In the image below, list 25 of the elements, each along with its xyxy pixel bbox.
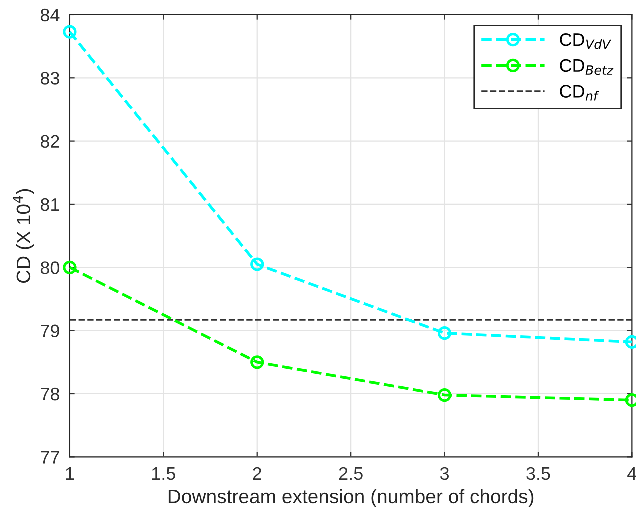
x-axis-title: Downstream extension (number of chords) bbox=[168, 489, 534, 508]
y-tick-label: 84 bbox=[40, 8, 60, 22]
legend-label: CD$_{VdV}$ bbox=[560, 33, 612, 50]
point bbox=[438, 388, 452, 402]
point bbox=[63, 260, 77, 274]
point bbox=[63, 25, 77, 39]
y-tick-label: 77 bbox=[41, 451, 60, 464]
x-tick-label: 2 bbox=[253, 467, 262, 480]
y-tick-label: 80 bbox=[40, 262, 60, 274]
x-tick-label: 2.5 bbox=[339, 467, 363, 480]
y-tick-label: 78 bbox=[41, 388, 60, 401]
x-tick-label: 1 bbox=[66, 468, 74, 480]
y-tick-label: 83 bbox=[40, 72, 60, 85]
x-tick-label: 3.5 bbox=[526, 467, 550, 480]
legend-label: CD$_{Betz}$ bbox=[560, 59, 614, 76]
y-axis-title: CD (X 10$^{4}$) bbox=[13, 189, 34, 284]
x-tick-label: 1.5 bbox=[152, 468, 176, 480]
point bbox=[438, 326, 452, 340]
point bbox=[250, 356, 264, 370]
y-tick-label: 82 bbox=[40, 135, 60, 148]
y-tick-label: 81 bbox=[40, 198, 60, 212]
x-tick-label: 3 bbox=[440, 467, 450, 480]
y-tick-label: 79 bbox=[41, 324, 60, 338]
legend-label: CD$_{nf}$ bbox=[560, 85, 600, 101]
point bbox=[250, 258, 264, 272]
